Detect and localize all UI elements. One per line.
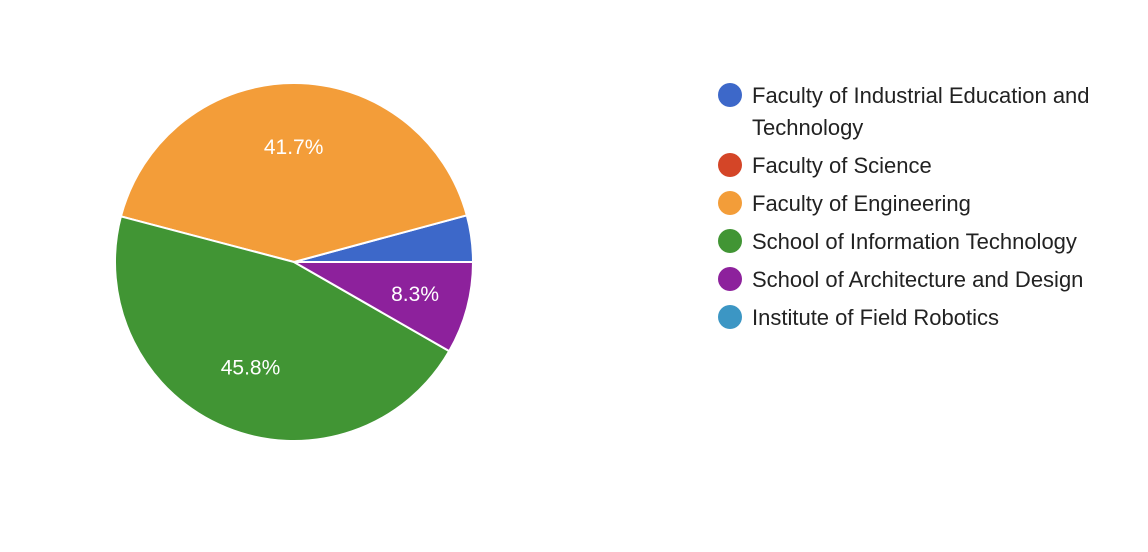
legend-swatch [718, 153, 742, 177]
legend-label: Faculty of Science [752, 153, 932, 178]
legend-swatch [718, 305, 742, 329]
legend-label: Faculty of Industrial Education and Tech… [752, 83, 1090, 140]
legend-label: Institute of Field Robotics [752, 305, 1000, 330]
pie-slice [290, 261, 475, 353]
pie-slice [119, 82, 469, 264]
legend-item: Faculty of Industrial Education and Tech… [718, 80, 1138, 144]
legend-item: Faculty of Engineering [718, 188, 1138, 220]
legend-swatch [718, 83, 742, 107]
slice-data-label: 45.8% [221, 356, 281, 379]
legend-label: School of Architecture and Design [752, 267, 1084, 292]
slice-data-label: 8.3% [391, 283, 439, 306]
legend-label: Faculty of Engineering [752, 191, 971, 216]
legend: Faculty of Industrial Education and Tech… [718, 80, 1138, 340]
pie-slice [114, 215, 451, 442]
legend-item: Institute of Field Robotics [718, 302, 1138, 334]
legend-swatch [718, 229, 742, 253]
legend-swatch [718, 267, 742, 291]
legend-item: School of Architecture and Design [718, 264, 1138, 296]
legend-label: School of Information Technology [752, 229, 1077, 254]
legend-item: School of Information Technology [718, 226, 1138, 258]
slice-data-label: 41.7% [264, 136, 324, 159]
legend-swatch [718, 191, 742, 215]
legend-item: Faculty of Science [718, 150, 1138, 182]
